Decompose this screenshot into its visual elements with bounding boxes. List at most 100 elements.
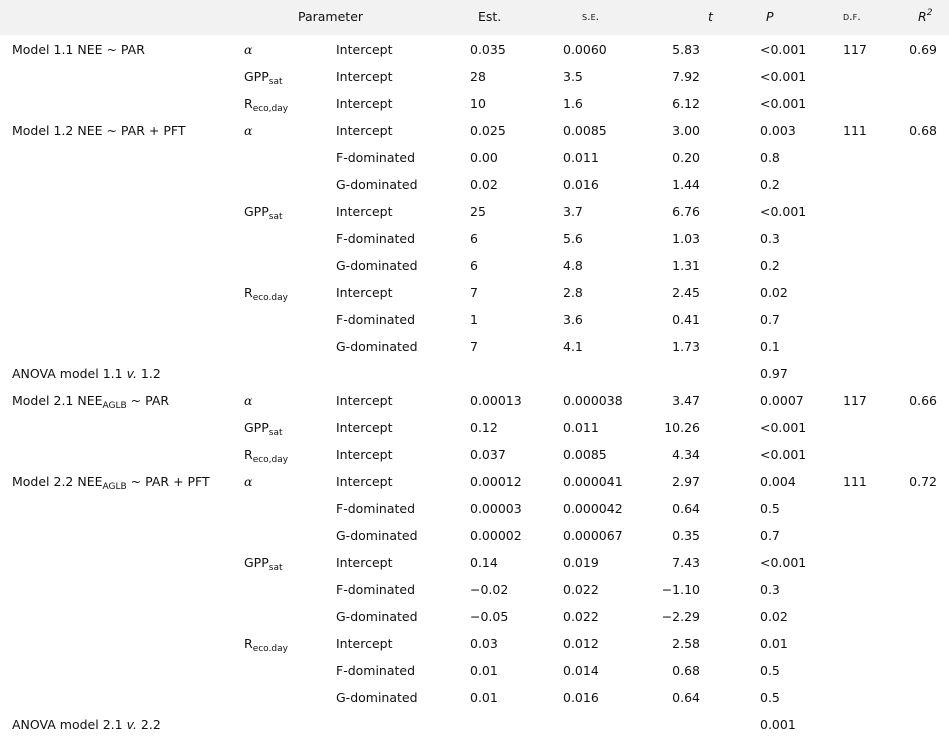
model-name-text: Model 1.2 NEE ~ PAR + PFT <box>12 122 186 138</box>
p-value: 0.02 <box>760 284 788 300</box>
parameter-name: α <box>244 474 252 490</box>
df: 117 <box>843 41 867 57</box>
t-value: 7.92 <box>672 68 700 84</box>
model-name-subscript: AGLB <box>102 481 127 492</box>
standard-error: 0.000038 <box>563 392 623 408</box>
p-value: 0.001 <box>760 716 796 732</box>
p-value: <0.001 <box>760 419 807 435</box>
standard-error: 0.000067 <box>563 527 623 543</box>
standard-error: 4.8 <box>563 257 583 273</box>
df: 111 <box>843 473 867 489</box>
standard-error: 0.0085 <box>563 122 607 138</box>
parameter-name: α <box>244 123 252 139</box>
estimate: 0.03 <box>470 635 498 651</box>
estimate: 1 <box>470 311 478 327</box>
term: Intercept <box>336 95 393 111</box>
p-value: 0.3 <box>760 581 780 597</box>
term: Intercept <box>336 392 393 408</box>
parameter-name-base: α <box>244 122 253 138</box>
estimate: 0.02 <box>470 176 498 192</box>
term: Intercept <box>336 284 393 300</box>
standard-error: 0.019 <box>563 554 599 570</box>
header-p: P <box>766 9 774 24</box>
model-name: Model 2.2 NEEAGLB ~ PAR + PFT <box>12 473 210 492</box>
term: G-dominated <box>336 176 418 192</box>
header-r2-base: R <box>918 9 927 24</box>
parameter-name-subscript: eco,day <box>252 454 289 465</box>
standard-error: 0.022 <box>563 608 599 624</box>
r2: 0.69 <box>909 41 937 57</box>
r2: 0.72 <box>909 473 937 489</box>
term: F-dominated <box>336 230 416 246</box>
t-value: 3.47 <box>672 392 700 408</box>
estimate: 25 <box>470 203 486 219</box>
p-value: 0.02 <box>760 608 788 624</box>
anova-label-text: 2.2 <box>140 716 161 732</box>
parameter-name: GPPsat <box>244 420 283 438</box>
p-value: 0.5 <box>760 662 780 678</box>
anova-label-text: ANOVA model 1.1 <box>12 365 123 381</box>
parameter-name: GPPsat <box>244 68 283 87</box>
header-parameter: Parameter <box>298 9 364 24</box>
standard-error: 4.1 <box>563 338 583 354</box>
p-value: 0.2 <box>760 176 780 192</box>
parameter-name-base: α <box>244 41 253 57</box>
term: Intercept <box>336 554 393 570</box>
estimate: −0.05 <box>470 608 509 624</box>
estimate: 6 <box>470 257 478 273</box>
model-name-text: Model 1.1 NEE ~ PAR <box>12 41 145 57</box>
anova-label: ANOVA model 1.1 v. 1.2 <box>12 366 161 382</box>
p-value: <0.001 <box>760 446 807 462</box>
term: F-dominated <box>336 149 416 165</box>
df: 117 <box>843 392 867 408</box>
header-r2-superscript: 2 <box>926 8 933 18</box>
estimate: 7 <box>470 284 478 300</box>
model-name-text: Model 2.2 NEE <box>12 473 103 489</box>
term: G-dominated <box>336 608 418 624</box>
estimate: 0.035 <box>470 41 506 57</box>
t-value: 2.97 <box>672 473 700 489</box>
t-value: 1.31 <box>672 257 700 273</box>
parameter-name: GPPsat <box>244 204 283 222</box>
parameter-name-base: GPP <box>244 554 269 570</box>
term: Intercept <box>336 203 393 219</box>
header-est: Est. <box>478 9 502 24</box>
header-bg <box>0 0 949 35</box>
standard-error: 5.6 <box>563 230 583 246</box>
t-value: 6.76 <box>672 203 700 219</box>
model-name-text: ~ PAR + PFT <box>130 473 210 489</box>
standard-error: 0.014 <box>563 662 599 678</box>
term: G-dominated <box>336 527 418 543</box>
t-value: 1.03 <box>672 230 700 246</box>
t-value: 4.34 <box>672 446 700 462</box>
standard-error: 0.016 <box>563 176 599 192</box>
term: G-dominated <box>336 257 418 273</box>
term: Intercept <box>336 473 393 489</box>
estimate: 0.00012 <box>470 473 522 489</box>
term: F-dominated <box>336 581 416 597</box>
estimate: 10 <box>470 95 486 111</box>
estimate: 0.00 <box>470 149 498 165</box>
model-name: Model 2.1 NEEAGLB ~ PAR <box>12 392 169 411</box>
standard-error: 0.012 <box>563 635 599 651</box>
term: Intercept <box>336 68 393 84</box>
p-value: 0.8 <box>760 149 780 165</box>
parameter-name-base: GPP <box>244 68 269 84</box>
t-value: 0.68 <box>672 662 700 678</box>
model-name-text: Model 2.1 NEE <box>12 392 103 408</box>
standard-error: 0.000042 <box>563 500 623 516</box>
anova-label-italic: v. <box>126 716 137 732</box>
p-value: 0.3 <box>760 230 780 246</box>
t-value: 0.64 <box>672 500 700 516</box>
header-t: t <box>708 9 713 24</box>
anova-label-text: 1.2 <box>140 365 161 381</box>
model-name-subscript: AGLB <box>102 400 127 411</box>
term: G-dominated <box>336 689 418 705</box>
parameter-name: Reco,day <box>244 96 288 114</box>
standard-error: 1.6 <box>563 95 583 111</box>
p-value: 0.01 <box>760 635 788 651</box>
p-value: <0.001 <box>760 95 807 111</box>
t-value: 10.26 <box>664 419 700 435</box>
term: Intercept <box>336 446 393 462</box>
